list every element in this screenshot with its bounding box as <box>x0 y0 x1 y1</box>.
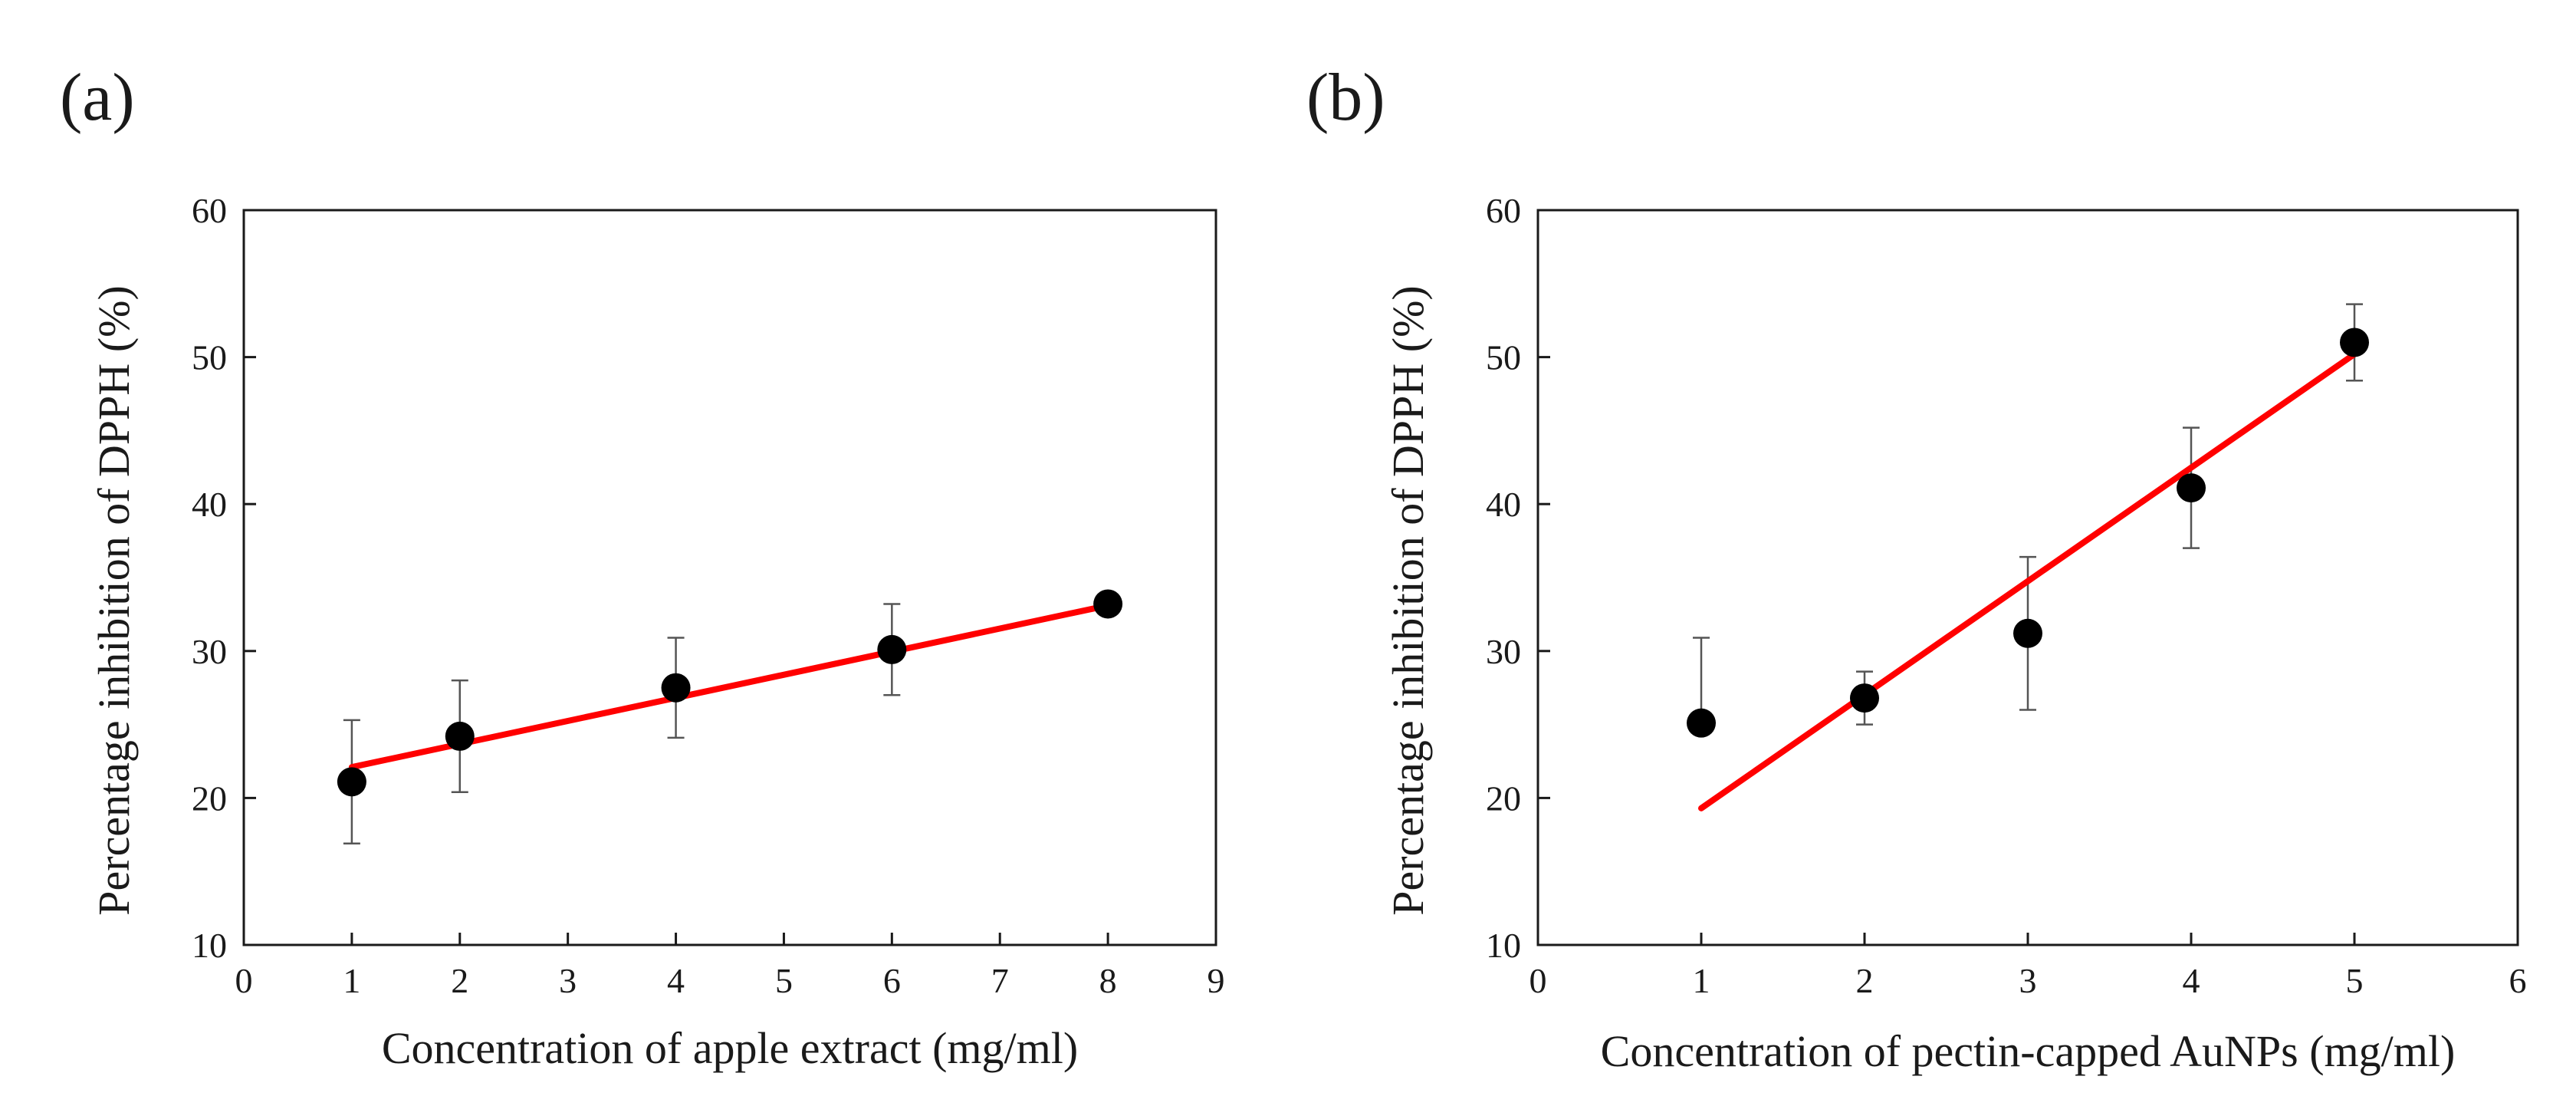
y-tick-label: 10 <box>192 926 227 965</box>
x-tick-label: 2 <box>451 961 468 1000</box>
y-tick-label: 60 <box>192 191 227 230</box>
x-tick-label: 6 <box>883 961 901 1000</box>
x-tick-label: 9 <box>1208 961 1225 1000</box>
x-tick-label: 3 <box>2019 961 2037 1000</box>
chart-panel-a: (a) 0 1 2 3 4 5 6 7 8 9 10 20 30 40 50 60 Concentration o… <box>60 61 1225 1073</box>
x-tick-label: 0 <box>1530 961 1547 1000</box>
data-point <box>1687 708 1716 738</box>
x-tick-label: 7 <box>991 961 1009 1000</box>
y-tick-label: 30 <box>192 632 227 671</box>
x-tick-label: 0 <box>235 961 253 1000</box>
data-point <box>661 673 691 703</box>
x-axis-title: Concentration of pectin-capped AuNPs (mg… <box>1601 1026 2456 1076</box>
x-tick-label: 5 <box>2346 961 2364 1000</box>
y-tick-label: 30 <box>1486 632 1521 671</box>
y-tick-label: 40 <box>1486 485 1521 524</box>
y-tick-label: 50 <box>192 338 227 377</box>
x-tick-label: 4 <box>2183 961 2200 1000</box>
plot-frame <box>242 209 1217 946</box>
x-tick-label: 1 <box>343 961 360 1000</box>
y-tick-label: 40 <box>192 485 227 524</box>
y-axis-title: Percentage inhibition of DPPH (%) <box>1383 285 1433 916</box>
x-tick-label: 4 <box>667 961 685 1000</box>
y-tick-label: 20 <box>1486 778 1521 818</box>
y-tick-label: 60 <box>1486 191 1521 230</box>
x-tick-label: 3 <box>559 961 577 1000</box>
data-point <box>337 767 366 797</box>
y-tick-label: 10 <box>1486 926 1521 965</box>
fit-line <box>1698 351 2358 811</box>
data-point <box>2177 473 2206 503</box>
x-tick-label: 2 <box>1856 961 1874 1000</box>
panel-label: (a) <box>60 61 135 135</box>
panel-label: (b) <box>1306 61 1385 135</box>
x-tick-label: 1 <box>1693 961 1710 1000</box>
data-point <box>1850 683 1879 713</box>
data-point <box>2013 618 2042 648</box>
chart-panel-b: (b) 0 1 2 3 4 5 6 10 20 30 40 50 60 Concentration of p… <box>1306 61 2527 1076</box>
data-point <box>2340 328 2369 357</box>
y-tick-label: 50 <box>1486 338 1521 377</box>
x-tick-label: 8 <box>1099 961 1117 1000</box>
x-tick-label: 6 <box>2509 961 2527 1000</box>
y-axis-title: Percentage inhibition of DPPH (%) <box>89 285 139 916</box>
x-tick-label: 5 <box>775 961 793 1000</box>
data-point <box>1093 589 1123 619</box>
y-tick-label: 20 <box>192 778 227 818</box>
x-axis-title: Concentration of apple extract (mg/ml) <box>382 1023 1078 1073</box>
fit-line <box>348 602 1112 771</box>
data-point <box>877 634 907 664</box>
data-point <box>445 721 475 751</box>
